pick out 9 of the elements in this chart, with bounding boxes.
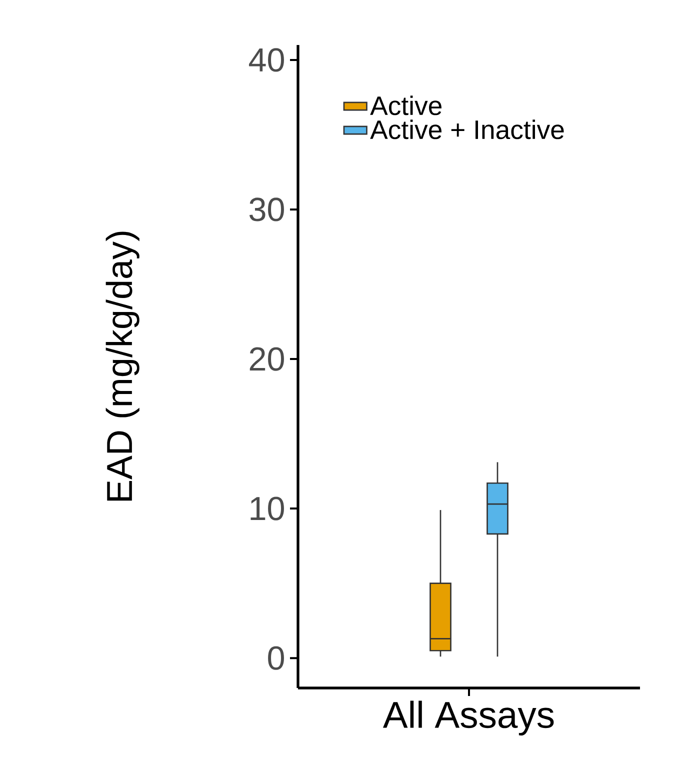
y-tick-label: 20 bbox=[250, 347, 284, 371]
y-axis-title: EAD (mg/kg/day) bbox=[106, 232, 140, 501]
legend-label: Active bbox=[370, 96, 442, 116]
y-tick-label: 0 bbox=[268, 646, 284, 670]
y-tick-label: 40 bbox=[248, 48, 284, 72]
x-tick-label: All Assays bbox=[382, 700, 554, 736]
y-tick-label: 10 bbox=[250, 496, 284, 520]
y-tick-label: 30 bbox=[249, 198, 284, 222]
legend-label: Active + Inactive bbox=[370, 120, 564, 140]
